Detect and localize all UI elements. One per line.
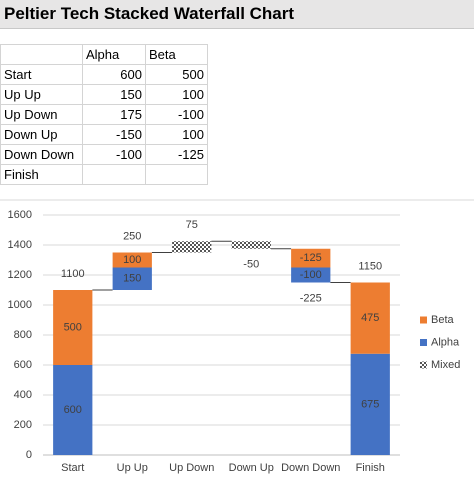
cell: -100	[145, 104, 208, 125]
legend-label: Mixed	[431, 359, 460, 371]
cell	[82, 164, 146, 185]
segment-label: -100	[300, 269, 322, 281]
total-label: -50	[243, 259, 259, 271]
cell: -150	[82, 124, 146, 145]
bar-segment	[291, 248, 331, 268]
y-tick-label: 1200	[8, 269, 32, 281]
row: Start 600 500	[0, 64, 208, 85]
row: Up Down 175 -100	[0, 104, 208, 125]
row: Down Up -150 100	[0, 124, 208, 145]
x-tick-label: Down Up	[229, 462, 274, 474]
y-tick-label: 0	[26, 449, 32, 461]
legend-label: Beta	[431, 314, 455, 326]
segment-label: 475	[361, 312, 379, 324]
y-tick-label: 400	[14, 389, 32, 401]
cell: 500	[145, 64, 208, 85]
mixed-bar	[172, 241, 212, 253]
cell: 100	[145, 124, 208, 145]
cell: Beta	[145, 44, 208, 65]
legend-label: Alpha	[431, 336, 460, 348]
cell	[0, 44, 83, 65]
cell: Alpha	[82, 44, 146, 65]
x-tick-label: Finish	[356, 462, 385, 474]
total-label: 75	[186, 219, 198, 231]
y-tick-label: 1000	[8, 299, 32, 311]
cell: Finish	[0, 164, 83, 185]
bar-segment	[350, 353, 390, 455]
segment-label: 600	[64, 404, 82, 416]
cell: 100	[145, 84, 208, 105]
cell: Up Up	[0, 84, 83, 105]
data-table: Alpha Beta Start 600 500 Up Up 150 100 Up Down 17…	[0, 44, 208, 185]
legend-swatch	[420, 361, 427, 369]
row: Down Down -100 -125	[0, 144, 208, 165]
segment-label: 675	[361, 398, 379, 410]
total-label: 250	[123, 230, 141, 242]
x-tick-label: Start	[61, 462, 84, 474]
bar-segment	[53, 290, 93, 365]
bar-segment	[350, 282, 390, 354]
bar-segment	[112, 252, 152, 268]
segment-label: 100	[123, 254, 141, 266]
x-tick-label: Up Up	[117, 462, 148, 474]
legend-swatch	[420, 316, 427, 324]
y-tick-label: 600	[14, 359, 32, 371]
y-tick-label: 1600	[8, 209, 32, 221]
row: Up Up 150 100	[0, 84, 208, 105]
y-tick-label: 1400	[8, 239, 32, 251]
total-label: 1100	[61, 268, 85, 280]
cell: Down Up	[0, 124, 83, 145]
bar-segment	[53, 365, 93, 455]
x-tick-label: Down Down	[281, 462, 340, 474]
x-tick-label: Up Down	[169, 462, 214, 474]
total-label: 1150	[358, 260, 382, 272]
mixed-bar	[231, 241, 271, 249]
y-tick-label: 800	[14, 329, 32, 341]
total-label: -225	[300, 292, 322, 304]
cell: 175	[82, 104, 146, 125]
y-tick-label: 200	[14, 419, 32, 431]
row: Finish	[0, 164, 208, 185]
cell: Up Down	[0, 104, 83, 125]
row: Alpha Beta	[0, 44, 208, 65]
cell: 600	[82, 64, 146, 85]
cell: Down Down	[0, 144, 83, 165]
cell: -100	[82, 144, 146, 165]
chart: 0 200 400 600 800 1000 1200 1400 1600 Start 600 500…	[0, 199, 474, 474]
legend-swatch	[420, 339, 427, 346]
title: Peltier Tech Stacked Waterfall Chart	[4, 4, 295, 23]
cell	[145, 164, 208, 185]
bar-segment	[112, 267, 152, 290]
cell: 150	[82, 84, 146, 105]
cell: -125	[145, 144, 208, 165]
segment-label: 500	[64, 321, 82, 333]
bar-segment	[291, 267, 331, 283]
segment-label: -125	[300, 252, 322, 264]
title-bar: Peltier Tech Stacked Waterfall Chart	[0, 0, 474, 29]
cell: Start	[0, 64, 83, 85]
segment-label: 150	[123, 273, 141, 285]
